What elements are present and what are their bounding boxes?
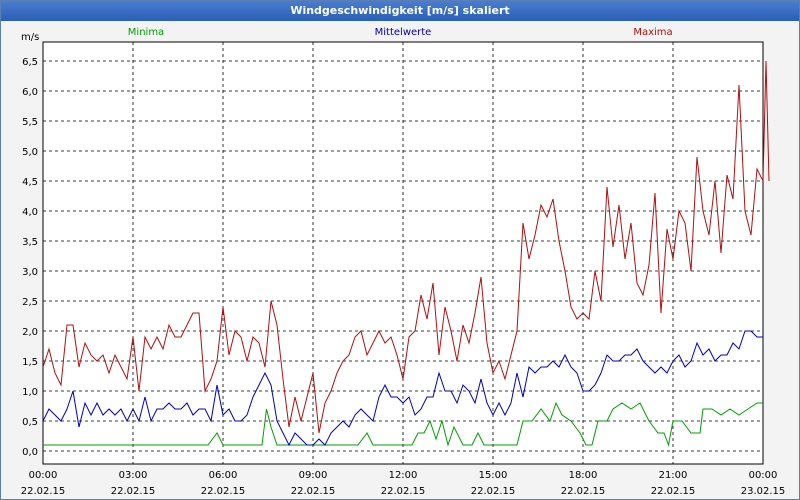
y-tick-label: 5,0 — [22, 147, 38, 158]
y-tick-label: 1,5 — [22, 357, 38, 368]
x-tick-time: 06:00 — [209, 470, 238, 481]
legend-minima: Minima — [128, 27, 164, 38]
x-tick-time: 03:00 — [119, 470, 148, 481]
axis-labels: 6,5 6,0 5,5 5,0 4,5 4,0 3,5 3,0 2,5 2,0 1,5 1,0 0,5 0… — [21, 57, 786, 497]
y-tick-label: 2,5 — [22, 297, 38, 308]
y-tick-label: 6,0 — [22, 87, 38, 98]
y-tick-label: 2,0 — [22, 327, 38, 338]
y-tick-label: 5,5 — [22, 117, 38, 128]
x-tick-date: 22.02.15 — [291, 486, 336, 497]
x-tick-date: 22.02.15 — [651, 486, 696, 497]
y-tick-label: 6,5 — [22, 57, 38, 68]
x-tick-time: 21:00 — [659, 470, 688, 481]
x-tick-time: 00:00 — [29, 470, 58, 481]
chart-title: Windgeschwindigkeit [m/s] skaliert — [1, 1, 799, 21]
x-tick-date: 22.02.15 — [561, 486, 606, 497]
y-tick-label: 3,5 — [22, 237, 38, 248]
series-line-minima — [43, 401, 763, 447]
y-axis-unit-label: m/s — [21, 32, 39, 43]
y-tick-label: 4,0 — [22, 207, 38, 218]
x-tick-date: 22.02.15 — [111, 486, 156, 497]
y-tick-label: 0,5 — [22, 417, 38, 428]
grid-lines — [43, 42, 763, 464]
series-lines — [42, 60, 770, 447]
series-line-mittelwerte — [42, 330, 763, 447]
x-tick-time: 15:00 — [479, 470, 508, 481]
x-tick-date: 22.02.15 — [21, 486, 66, 497]
series-line-maxima — [42, 60, 770, 434]
x-tick-date: 22.02.15 — [471, 486, 516, 497]
y-tick-label: 1,0 — [22, 387, 38, 398]
x-tick-time: 09:00 — [299, 470, 328, 481]
y-tick-label: 4,5 — [22, 177, 38, 188]
x-tick-time: 18:00 — [569, 470, 598, 481]
y-tick-label: 3,0 — [22, 267, 38, 278]
legend-mittelwerte: Mittelwerte — [375, 27, 432, 38]
x-tick-time: 12:00 — [389, 470, 418, 481]
x-tick-time: 00:00 — [749, 470, 778, 481]
x-tick-date: 22.02.15 — [381, 486, 426, 497]
x-tick-date: 23.02.15 — [741, 486, 786, 497]
x-tick-date: 22.02.15 — [201, 486, 246, 497]
line-chart: 6,5 6,0 5,5 5,0 4,5 4,0 3,5 3,0 2,5 2,0 1,5 1,0 0,5 0… — [21, 27, 786, 497]
legend-maxima: Maxima — [633, 27, 672, 38]
y-tick-label: 0,0 — [22, 447, 38, 458]
